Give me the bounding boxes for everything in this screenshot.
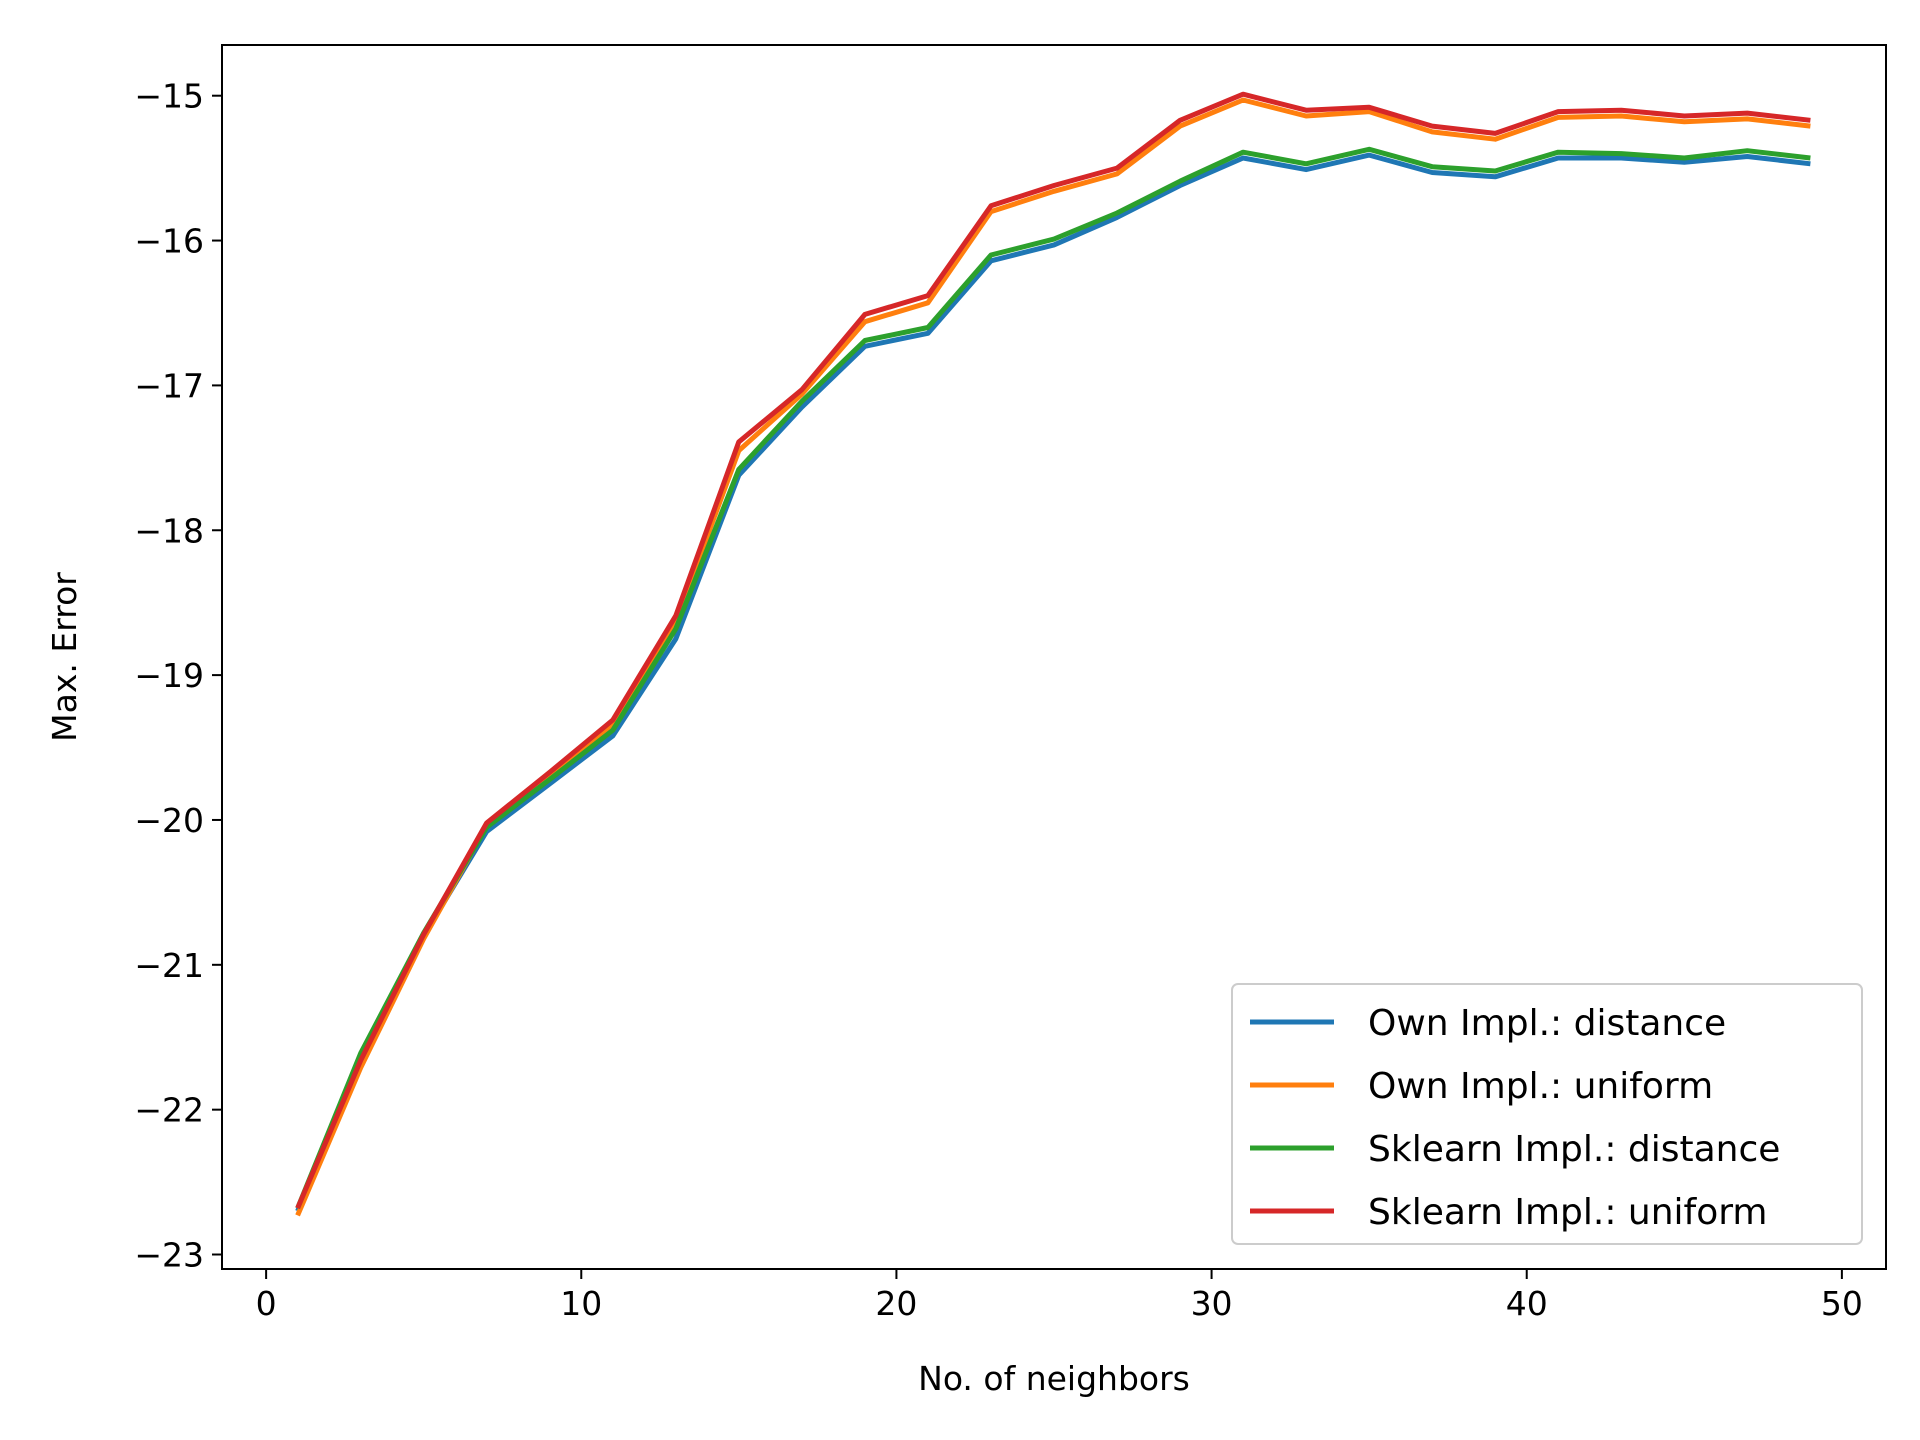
y-axis-title: Max. Error [45,572,84,742]
legend-label: Own Impl.: uniform [1368,1066,1713,1107]
legend-label: Own Impl.: distance [1368,1003,1726,1044]
series-line-4 [295,91,1811,1210]
legend-frame [1231,983,1863,1245]
y-tick-label: −22 [134,1091,204,1130]
y-tick-label: −17 [134,366,204,405]
legend-label: Sklearn Impl.: uniform [1368,1192,1767,1233]
x-tick-label: 40 [1506,1284,1548,1323]
x-axis-title: No. of neighbors [918,1359,1190,1398]
x-tick-label: 50 [1821,1284,1863,1323]
x-tick-label: 10 [560,1284,602,1323]
y-tick-label: −19 [134,656,204,695]
y-tick-label: −15 [134,77,204,116]
y-tick-label: −16 [134,222,204,261]
series-line-1 [295,152,1811,1213]
plot-frame [221,44,1887,1270]
series-line-3 [295,146,1811,1210]
legend-label: Sklearn Impl.: distance [1368,1129,1780,1170]
x-tick-label: 20 [875,1284,917,1323]
y-tick-label: −23 [134,1236,204,1275]
y-tick-label: −20 [134,801,204,840]
legend: Own Impl.: distance Own Impl.: uniform Skl… [1231,983,1863,1245]
axis-ticks: 0 10 20 30 40 50 −23 −22 −21 −20 −19 −18 −17 −16 −15 [134,77,1863,1323]
x-tick-label: 30 [1191,1284,1233,1323]
x-tick-label: 0 [256,1284,277,1323]
series-lines [295,91,1811,1217]
y-tick-label: −18 [134,511,204,550]
y-tick-label: −21 [134,946,204,985]
